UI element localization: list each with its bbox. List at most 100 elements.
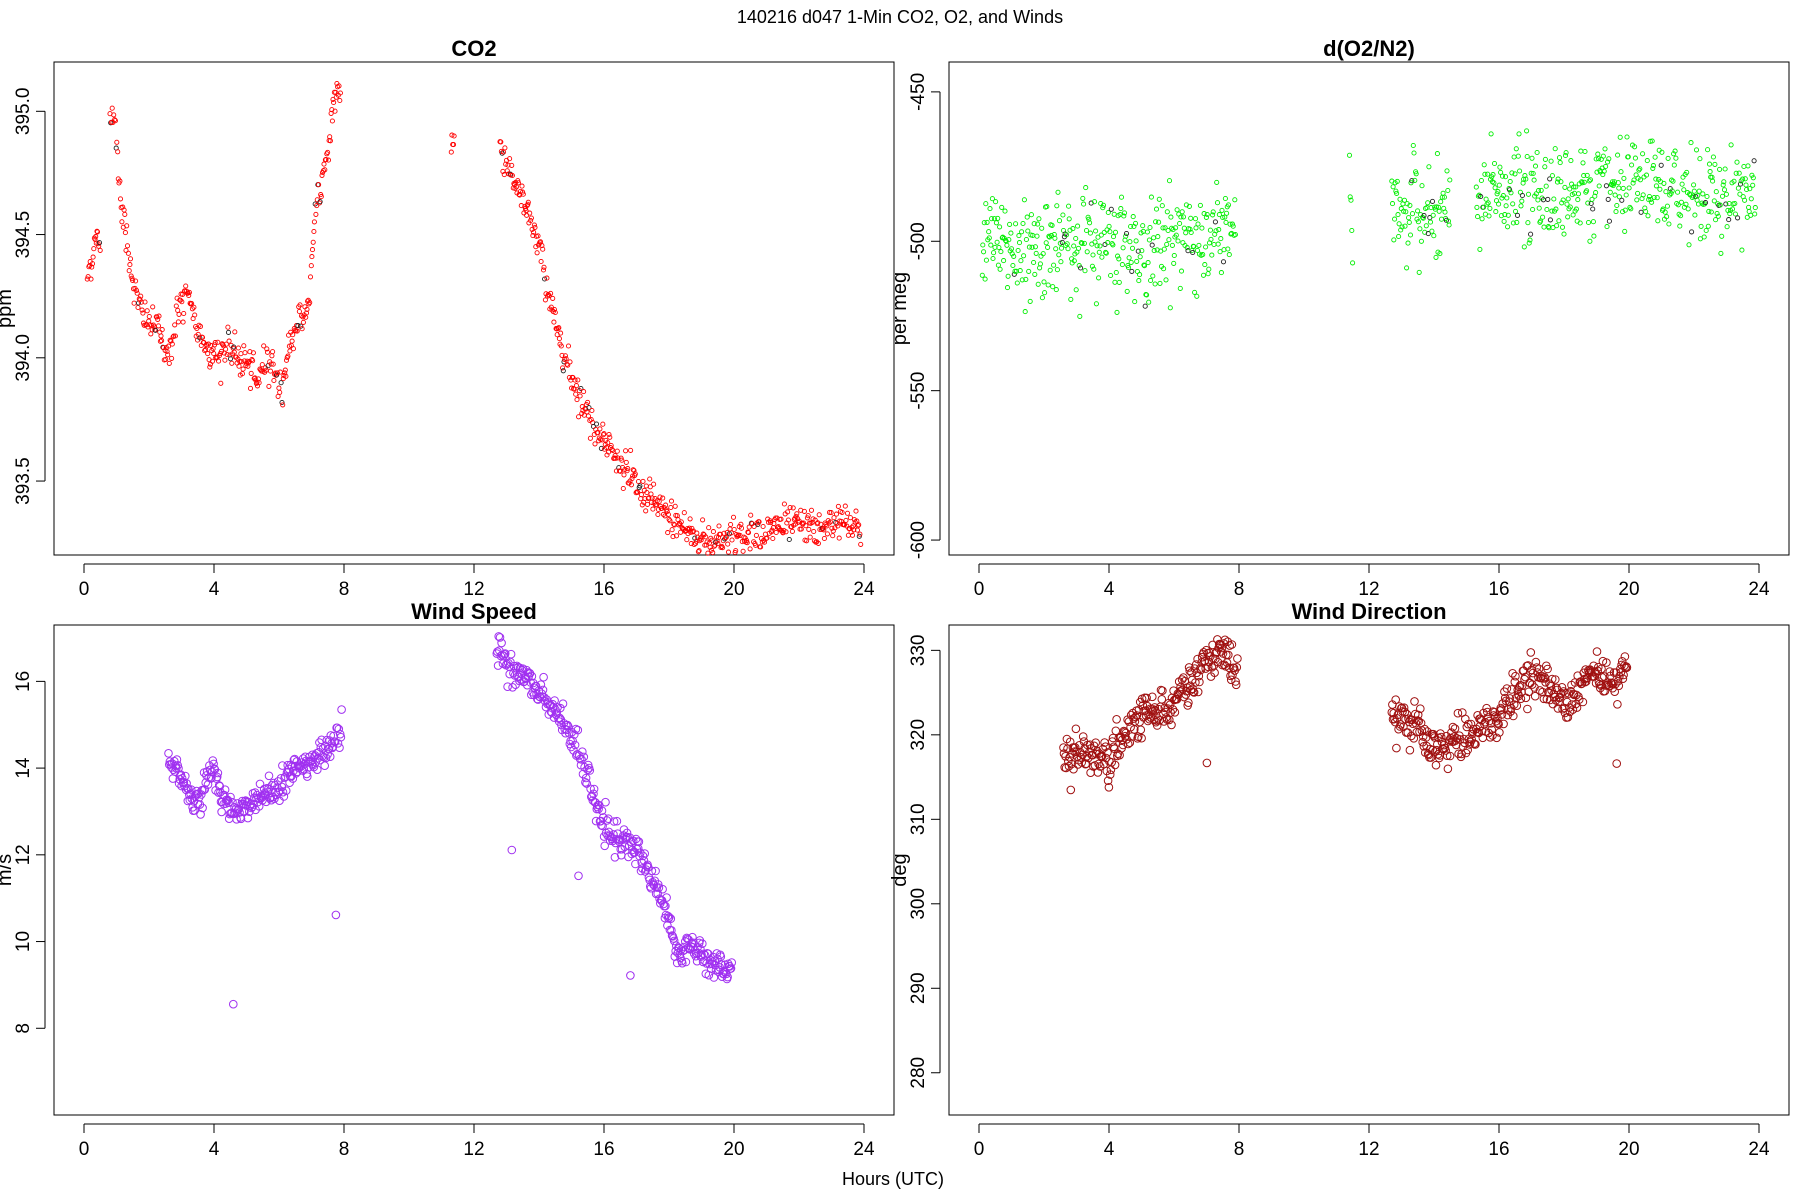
data-point [664, 508, 670, 515]
data-point [589, 789, 598, 799]
data-point [996, 244, 1002, 251]
data-point [1096, 249, 1102, 255]
data-point [738, 525, 745, 531]
data-point [1045, 282, 1051, 288]
data-point [1184, 698, 1193, 708]
data-point [638, 851, 648, 861]
data-point [158, 333, 164, 339]
data-point [1582, 148, 1588, 155]
data-point [610, 853, 620, 862]
data-point [1206, 266, 1212, 272]
data-point [1159, 203, 1165, 209]
data-point [332, 108, 338, 114]
data-point [170, 334, 176, 340]
data-point [651, 866, 660, 876]
data-point [1396, 720, 1405, 729]
data-point [1490, 172, 1496, 178]
data-point [1407, 202, 1413, 208]
data-point [1425, 200, 1431, 206]
x-tick-label: 0 [79, 1139, 90, 1160]
data-point [1495, 189, 1501, 195]
data-point [1521, 244, 1527, 250]
x-tick-label: 4 [209, 1139, 220, 1160]
data-point [1085, 740, 1095, 750]
data-point [1726, 217, 1732, 223]
data-point [1744, 186, 1750, 193]
data-point [196, 810, 205, 819]
y-tick-label: 16 [13, 671, 34, 692]
data-point [1568, 158, 1574, 164]
data-point [1587, 238, 1593, 244]
data-point [528, 215, 534, 221]
data-point [1652, 154, 1658, 160]
data-point [1118, 194, 1125, 200]
data-point [806, 526, 812, 532]
data-point [1139, 248, 1145, 254]
data-point [1693, 147, 1700, 153]
data-point [1407, 232, 1414, 238]
data-point [1613, 209, 1619, 215]
data-point [1023, 276, 1029, 282]
data-point [1568, 705, 1578, 714]
data-point [628, 836, 638, 846]
data-point [321, 161, 327, 167]
x-axis: 0 4 8 12 16 20 24 [974, 1123, 1770, 1160]
data-point [637, 483, 643, 489]
data-points [84, 80, 864, 556]
data-point [500, 649, 510, 658]
data-point [1496, 182, 1502, 188]
y-axis-label: deg [889, 853, 911, 886]
x-tick-label: 8 [1234, 579, 1245, 600]
data-point [668, 504, 674, 511]
x-axis: 0 4 8 12 16 20 24 [79, 563, 875, 600]
data-point [751, 523, 757, 530]
data-point [164, 348, 170, 355]
data-point [1132, 220, 1139, 226]
y-axis: 8 10 12 14 16 [13, 671, 46, 1034]
data-point [1481, 162, 1487, 168]
data-point [1678, 199, 1684, 205]
data-point [1196, 242, 1202, 248]
data-point [1618, 674, 1628, 684]
data-point [1091, 199, 1098, 205]
data-point [1233, 654, 1242, 663]
data-point [755, 521, 761, 528]
data-point [1194, 293, 1200, 299]
data-point [300, 319, 306, 325]
data-point [597, 806, 607, 816]
data-point [1137, 733, 1146, 743]
data-point [1127, 239, 1133, 245]
data-point [117, 196, 124, 202]
data-point [1487, 725, 1496, 735]
data-point [856, 533, 862, 539]
data-point [1496, 201, 1502, 207]
data-point [267, 368, 274, 374]
data-point [1137, 254, 1143, 260]
data-point [660, 511, 667, 517]
data-point [176, 771, 185, 780]
data-point [1144, 292, 1150, 298]
data-point [1509, 170, 1515, 176]
data-point [983, 201, 989, 207]
data-point [646, 495, 652, 501]
data-points [979, 128, 1758, 319]
data-point [287, 772, 296, 781]
data-point [1001, 258, 1007, 264]
data-point [1620, 185, 1626, 191]
data-point [667, 518, 673, 524]
data-point [994, 239, 1000, 245]
data-point [997, 224, 1003, 230]
data-point [231, 344, 237, 350]
data-point [1612, 759, 1621, 768]
data-point [1637, 166, 1643, 172]
data-point [1480, 717, 1490, 727]
data-point [1019, 229, 1025, 235]
data-point [237, 358, 243, 364]
data-point [1601, 168, 1607, 174]
data-point [1164, 209, 1170, 215]
data-point [1501, 218, 1507, 224]
data-point [192, 312, 198, 318]
data-point [551, 306, 557, 313]
data-point [1222, 195, 1228, 202]
data-point [1742, 176, 1748, 182]
